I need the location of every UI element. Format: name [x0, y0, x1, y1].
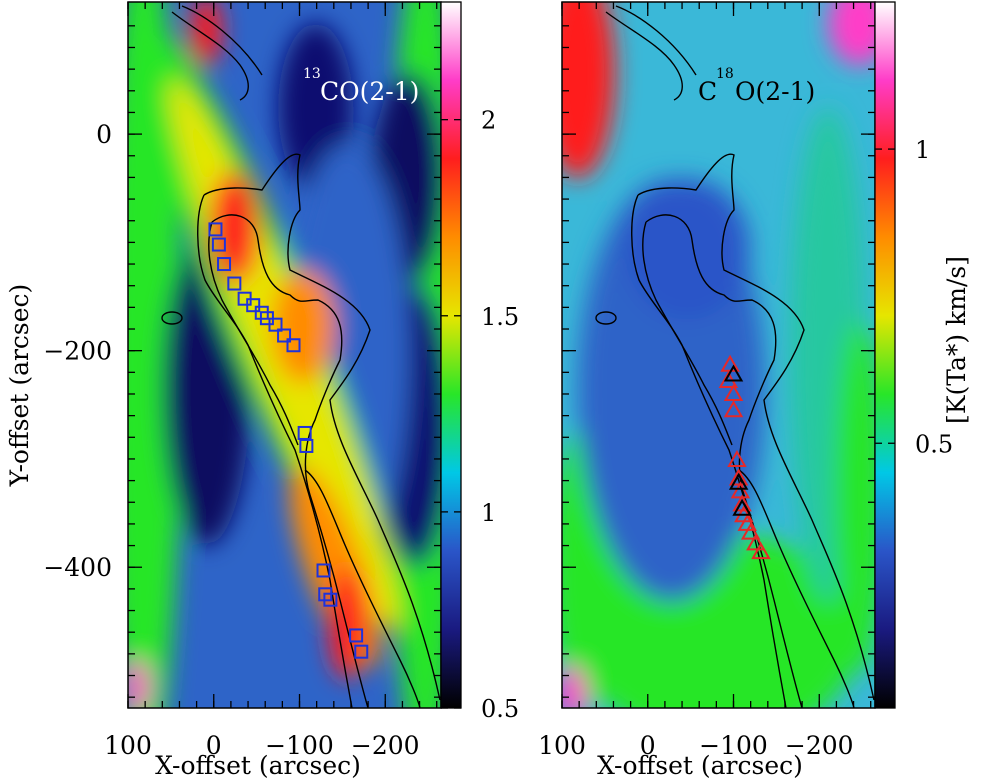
intensity-blob	[209, 171, 260, 285]
colorbar-tick-label: 0.5	[915, 430, 953, 458]
marker-triangle	[728, 472, 749, 490]
intensity-blob	[328, 566, 366, 680]
marker-square	[227, 276, 242, 291]
panel-13co-x-axis-label: X-offset (arcsec)	[155, 751, 361, 778]
panel-c18o-intensity-map	[562, 2, 875, 708]
panel-c18o-markers	[718, 354, 771, 560]
colorbar-tick-label: 2	[481, 107, 496, 135]
colorbar-tick-label: 0.5	[481, 695, 519, 723]
marker-triangle	[723, 364, 744, 382]
panel-c18o-ticks	[561, 2, 875, 708]
intensity-blob	[271, 270, 335, 384]
colorbar-tick-label: 1	[481, 499, 496, 527]
marker-triangle	[723, 400, 744, 418]
x-tick-label: −200	[351, 731, 420, 760]
panel-13co-title-text: CO(2-1)	[320, 77, 419, 106]
x-tick-label: 0	[640, 731, 656, 760]
intensity-blob	[128, 658, 150, 708]
colorbar-tick-label: 1	[915, 136, 930, 164]
marker-triangle	[746, 533, 766, 551]
marker-square	[217, 257, 232, 272]
x-tick-label: −100	[699, 731, 768, 760]
marker-square	[316, 563, 331, 578]
panel-c18o-title-text-a: C	[698, 77, 717, 106]
panel-c18o-colorbar-ticks: 0.51	[875, 136, 953, 458]
marker-square	[323, 592, 338, 607]
marker-triangle	[751, 542, 771, 560]
panel-c18o-title: C 18 O(2-1)	[698, 66, 815, 106]
panel-13co-markers	[208, 222, 369, 659]
x-tick-label: 100	[104, 731, 152, 760]
panel-13co-ticks	[127, 2, 441, 708]
x-tick-label: 100	[538, 731, 586, 760]
y-axis-label: Y-offset (arcsec)	[5, 284, 34, 488]
x-tick-label: −100	[265, 731, 334, 760]
panel-13co-y-tick-labels: 0 −200 −400	[43, 120, 112, 582]
panel-c18o-x-axis-label: X-offset (arcsec)	[597, 751, 803, 778]
x-tick-label: 0	[206, 731, 222, 760]
panel-13co-colorbar-ticks: 0.5 1 1.5 2	[441, 107, 519, 723]
panel-13co: 13 CO(2-1) 0.5 1 1.5 2 100 0 −100 −200 0 −200 −4…	[5, 1, 519, 778]
panel-c18o-title-text-b: O(2-1)	[735, 77, 815, 106]
panel-13co-title-sup: 13	[303, 66, 321, 82]
intensity-blob	[834, 319, 875, 673]
intensity-blob	[624, 178, 750, 320]
marker-triangle	[740, 522, 761, 540]
panel-13co-colorbar	[440, 1, 462, 709]
y-tick-label: −200	[43, 337, 112, 366]
colorbar-label: [K(Ta*) km/s]	[942, 256, 971, 424]
y-tick-label: −400	[43, 553, 112, 582]
intensity-blob	[828, 2, 875, 66]
panel-c18o-contours	[595, 5, 875, 709]
marker-square	[246, 298, 261, 313]
colorbar-tick-label: 1.5	[481, 303, 519, 331]
panel-c18o: C 18 O(2-1) 0.51 100 0 −100 −200 X-offset (…	[538, 1, 971, 778]
panel-13co-title: 13 CO(2-1)	[303, 66, 419, 106]
panel-13co-contours	[161, 5, 441, 709]
intensity-blob	[190, 2, 222, 66]
marker-triangle	[732, 498, 752, 516]
panel-c18o-title-sup: 18	[716, 66, 734, 82]
marker-square	[286, 338, 301, 353]
marker-square	[208, 222, 223, 237]
intensity-blob	[562, 665, 588, 708]
marker-square	[354, 644, 369, 659]
marker-square	[268, 317, 283, 332]
marker-square	[349, 628, 364, 643]
marker-triangle	[727, 450, 747, 468]
panel-13co-x-tick-labels: 100 0 −100 −200	[104, 731, 419, 760]
panel-c18o-x-tick-labels: 100 0 −100 −200	[538, 731, 853, 760]
marker-square	[211, 237, 226, 252]
marker-square	[299, 438, 314, 453]
intensity-blob	[128, 2, 182, 708]
x-tick-label: −200	[785, 731, 854, 760]
marker-square	[277, 328, 292, 343]
panel-c18o-colorbar	[874, 1, 896, 709]
marker-triangle	[723, 383, 744, 401]
intensity-layer	[562, 2, 875, 708]
y-tick-label: 0	[96, 120, 112, 149]
